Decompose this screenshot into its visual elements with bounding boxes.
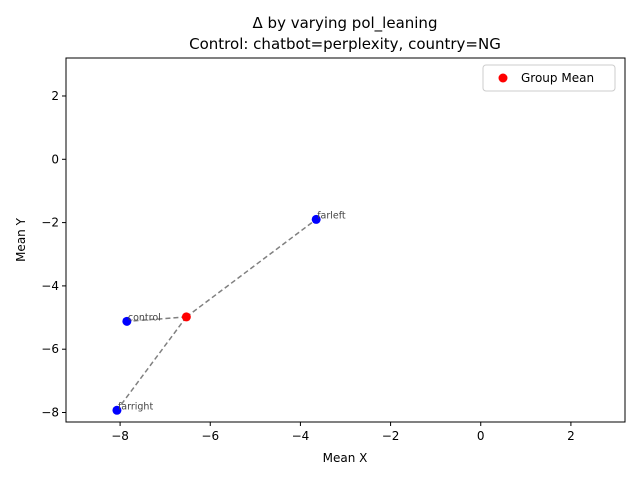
y-tick-label: 0 [51,152,59,166]
x-tick-label: −2 [382,429,400,443]
plot-frame [65,57,626,423]
point-label-farright: farright [118,401,154,412]
y-tick-label: −2 [41,216,59,230]
group-mean-point [181,312,191,322]
plot-area: −8 −6 −4 −2 0 2 −8 −6 −4 −2 0 2 farleft control farrig… [41,57,626,443]
x-tick-label: 0 [477,429,485,443]
y-tick-label: −6 [41,342,59,356]
data-point-farleft [311,214,321,224]
y-tick-label: −4 [41,279,59,293]
y-axis-label: Mean Y [14,217,28,262]
connector-line [185,218,317,318]
data-point-farright [112,405,122,415]
connector-line [126,316,187,323]
data-point-control [122,316,132,326]
x-axis-label: Mean X [323,451,368,465]
chart-title-line1: Δ by varying pol_leaning [253,14,438,33]
y-tick-label: 2 [51,89,59,103]
point-label-control: control [128,312,161,323]
x-tick-label: 2 [567,429,575,443]
legend-box [482,64,616,92]
x-tick-label: −6 [201,429,219,443]
legend: Group Mean [482,64,616,92]
legend-marker [498,73,508,83]
connector-line [116,316,187,411]
point-label-farleft: farleft [317,210,346,221]
chart-title-line2: Control: chatbot=perplexity, country=NG [189,35,501,53]
x-tick-label: −8 [111,429,129,443]
y-tick-label: −8 [41,406,59,420]
legend-label: Group Mean [521,71,594,85]
x-tick-label: −4 [292,429,310,443]
